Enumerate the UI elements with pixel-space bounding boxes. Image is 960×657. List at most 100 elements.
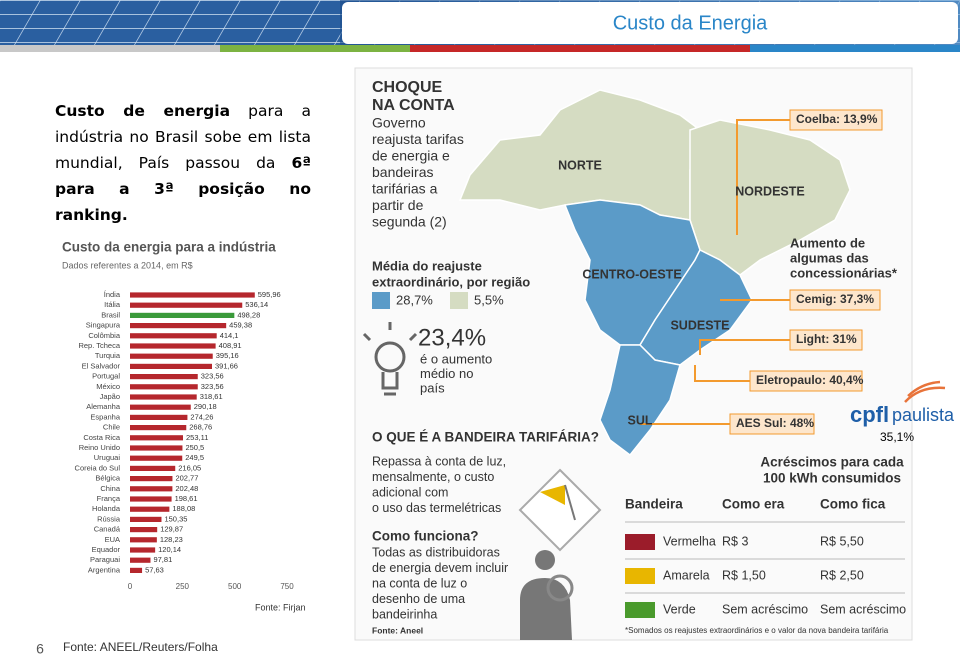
category-label: Colômbia	[88, 331, 121, 340]
callout-box	[749, 370, 863, 392]
bar	[130, 557, 151, 563]
bar	[130, 435, 183, 441]
table-cell: Amarela	[663, 568, 710, 582]
table-cell: R$ 3	[722, 534, 748, 548]
subheading: bandeiras	[372, 164, 434, 180]
bar	[130, 353, 213, 359]
value-label: 129,87	[160, 525, 183, 534]
strip	[410, 45, 750, 52]
value-label: 128,23	[160, 535, 183, 544]
legend-label: 28,7%	[396, 292, 433, 307]
value-label: 414,1	[220, 331, 239, 340]
title-box	[342, 2, 958, 44]
leader	[699, 339, 790, 355]
subheading: segunda (2)	[372, 214, 447, 230]
category-label: França	[97, 494, 121, 503]
table-note: *Somados os reajustes extraordinários e …	[625, 626, 889, 635]
logo: paulista	[892, 405, 955, 425]
table-header: Como fica	[820, 497, 886, 512]
callout: Light: 31%	[796, 332, 857, 346]
subheading: partir de	[372, 197, 424, 213]
callout-note: concessionárias*	[790, 265, 898, 280]
value-label: 120,14	[158, 545, 181, 554]
callout: Eletropaulo: 40,4%	[756, 373, 864, 387]
value-label: 250,5	[185, 443, 204, 452]
leaders	[640, 119, 790, 425]
callout-box	[789, 329, 863, 351]
answer: Repassa à conta de luz,	[372, 454, 506, 468]
category-label: Índia	[104, 290, 121, 299]
bar	[130, 363, 213, 369]
callout: Coelba: 13,9%	[796, 112, 878, 126]
answer: adicional com	[372, 485, 448, 499]
flag	[625, 602, 655, 618]
bar	[130, 425, 187, 431]
bar	[130, 374, 198, 380]
bar	[130, 414, 188, 420]
category-label: Singapura	[86, 321, 121, 330]
bar	[130, 302, 243, 308]
bar	[130, 333, 217, 339]
subheading: Governo	[372, 115, 426, 131]
strip	[220, 45, 410, 52]
heading: NA CONTA	[372, 97, 455, 114]
how-text: na conta de luz o	[372, 576, 467, 590]
heading: CHOQUE	[372, 79, 443, 96]
bar	[130, 567, 143, 573]
table-cell: R$ 5,50	[820, 534, 864, 548]
value-label: 536,14	[245, 300, 268, 309]
region-label: NORTE	[558, 158, 602, 172]
bar	[130, 445, 183, 451]
bar	[130, 292, 255, 298]
bar	[130, 476, 173, 482]
bar	[130, 323, 227, 329]
legend-title: Média do reajuste	[372, 258, 482, 273]
category-label: Japão	[100, 392, 120, 401]
callout-box	[729, 413, 815, 435]
category-label: Holanda	[92, 504, 121, 513]
callout-note: algumas das	[790, 250, 869, 265]
value-label: 323,56	[201, 372, 224, 381]
value-label: 268,76	[189, 423, 212, 432]
value-label: 395,16	[216, 351, 239, 360]
how-text: de energia devem incluir	[372, 561, 508, 575]
bar	[130, 496, 172, 502]
region-label: SUL	[628, 413, 653, 427]
footer-source: Fonte: ANEEL/Reuters/Folha	[63, 640, 218, 654]
category-label: Chile	[103, 423, 120, 432]
category-label: Rep. Tcheca	[78, 341, 120, 350]
bar	[130, 527, 158, 533]
bar	[130, 547, 156, 553]
table-cell: Verde	[663, 602, 696, 616]
callout-note: Aumento de	[790, 235, 865, 250]
paragraph: Custo de energia para a indústria no Bra…	[55, 98, 311, 228]
region-label: CENTRO-OESTE	[582, 267, 681, 281]
value-label: 57,63	[145, 565, 164, 574]
bar	[130, 312, 235, 318]
chart-source: Fonte: Firjan	[255, 602, 306, 612]
bar	[130, 394, 197, 400]
category-label: Espanha	[90, 412, 120, 421]
legend-swatch	[450, 292, 468, 309]
category-label: Rússia	[97, 514, 121, 523]
table-title: 100 kWh consumidos	[763, 471, 901, 486]
leader	[736, 119, 790, 235]
average-text: país	[420, 380, 445, 395]
answer: o uso das termelétricas	[372, 501, 501, 515]
paragraph-part: para a indústria no Brasil sobe em lista…	[55, 102, 312, 172]
strip	[0, 45, 220, 52]
flag-icon	[518, 468, 602, 552]
slide-title: Custo da Energia	[613, 12, 768, 34]
value-label: 274,26	[190, 412, 213, 421]
category-label: Itália	[104, 300, 121, 309]
x-tick-label: 0	[128, 582, 133, 591]
bar	[130, 343, 216, 349]
value-label: 202,77	[175, 474, 198, 483]
region-label: NORDESTE	[735, 184, 804, 198]
question: O QUE É A BANDEIRA TARIFÁRIA?	[372, 430, 599, 445]
paragraph-part: 6ª para a 3ª posição no ranking.	[55, 154, 311, 224]
category-label: Reino Unido	[79, 443, 120, 452]
bulb-icon	[362, 322, 418, 396]
category-label: Coreia do Sul	[75, 463, 121, 472]
